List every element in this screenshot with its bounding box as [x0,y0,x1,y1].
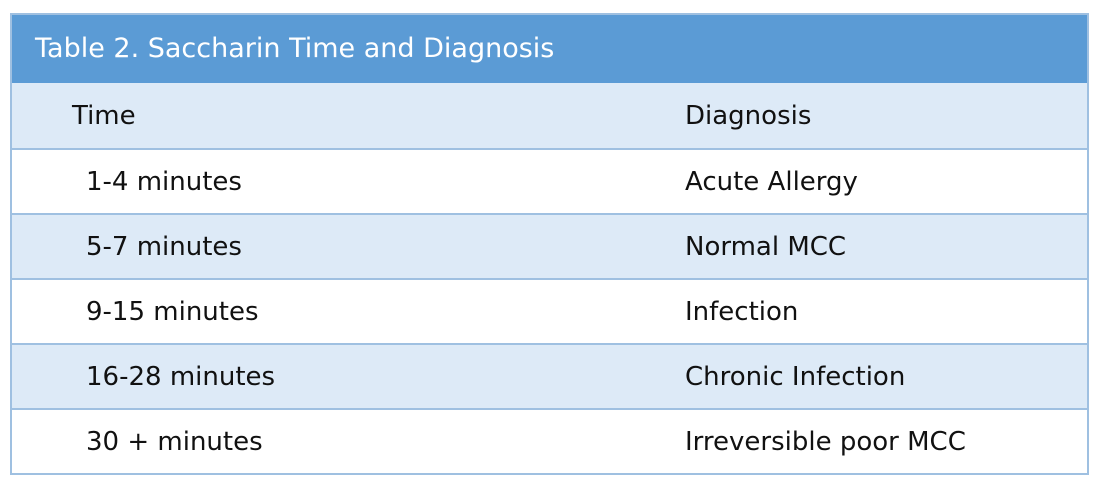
diagnosis-cell: Infection [685,296,799,327]
time-cell: 30 + minutes [86,426,263,457]
time-cell: 9-15 minutes [86,296,259,327]
table-row: 1-4 minutes Acute Allergy [12,148,1087,213]
table-row: 30 + minutes Irreversible poor MCC [12,408,1087,473]
table-caption: Table 2. Saccharin Time and Diagnosis [12,15,1087,83]
time-cell: 16-28 minutes [86,361,276,392]
time-cell: 1-4 minutes [86,166,242,197]
header-diagnosis: Diagnosis [685,100,812,131]
table-header-row: Time Diagnosis [12,83,1087,148]
diagnosis-cell: Chronic Infection [685,361,906,392]
table-row: 16-28 minutes Chronic Infection [12,343,1087,408]
header-time: Time [72,100,136,131]
diagnosis-cell: Acute Allergy [685,166,858,197]
table-row: 9-15 minutes Infection [12,278,1087,343]
diagnosis-cell: Irreversible poor MCC [685,426,966,457]
time-cell: 5-7 minutes [86,231,242,262]
diagnosis-cell: Normal MCC [685,231,847,262]
table-row: 5-7 minutes Normal MCC [12,213,1087,278]
diagnosis-table: Table 2. Saccharin Time and Diagnosis Ti… [10,13,1089,475]
